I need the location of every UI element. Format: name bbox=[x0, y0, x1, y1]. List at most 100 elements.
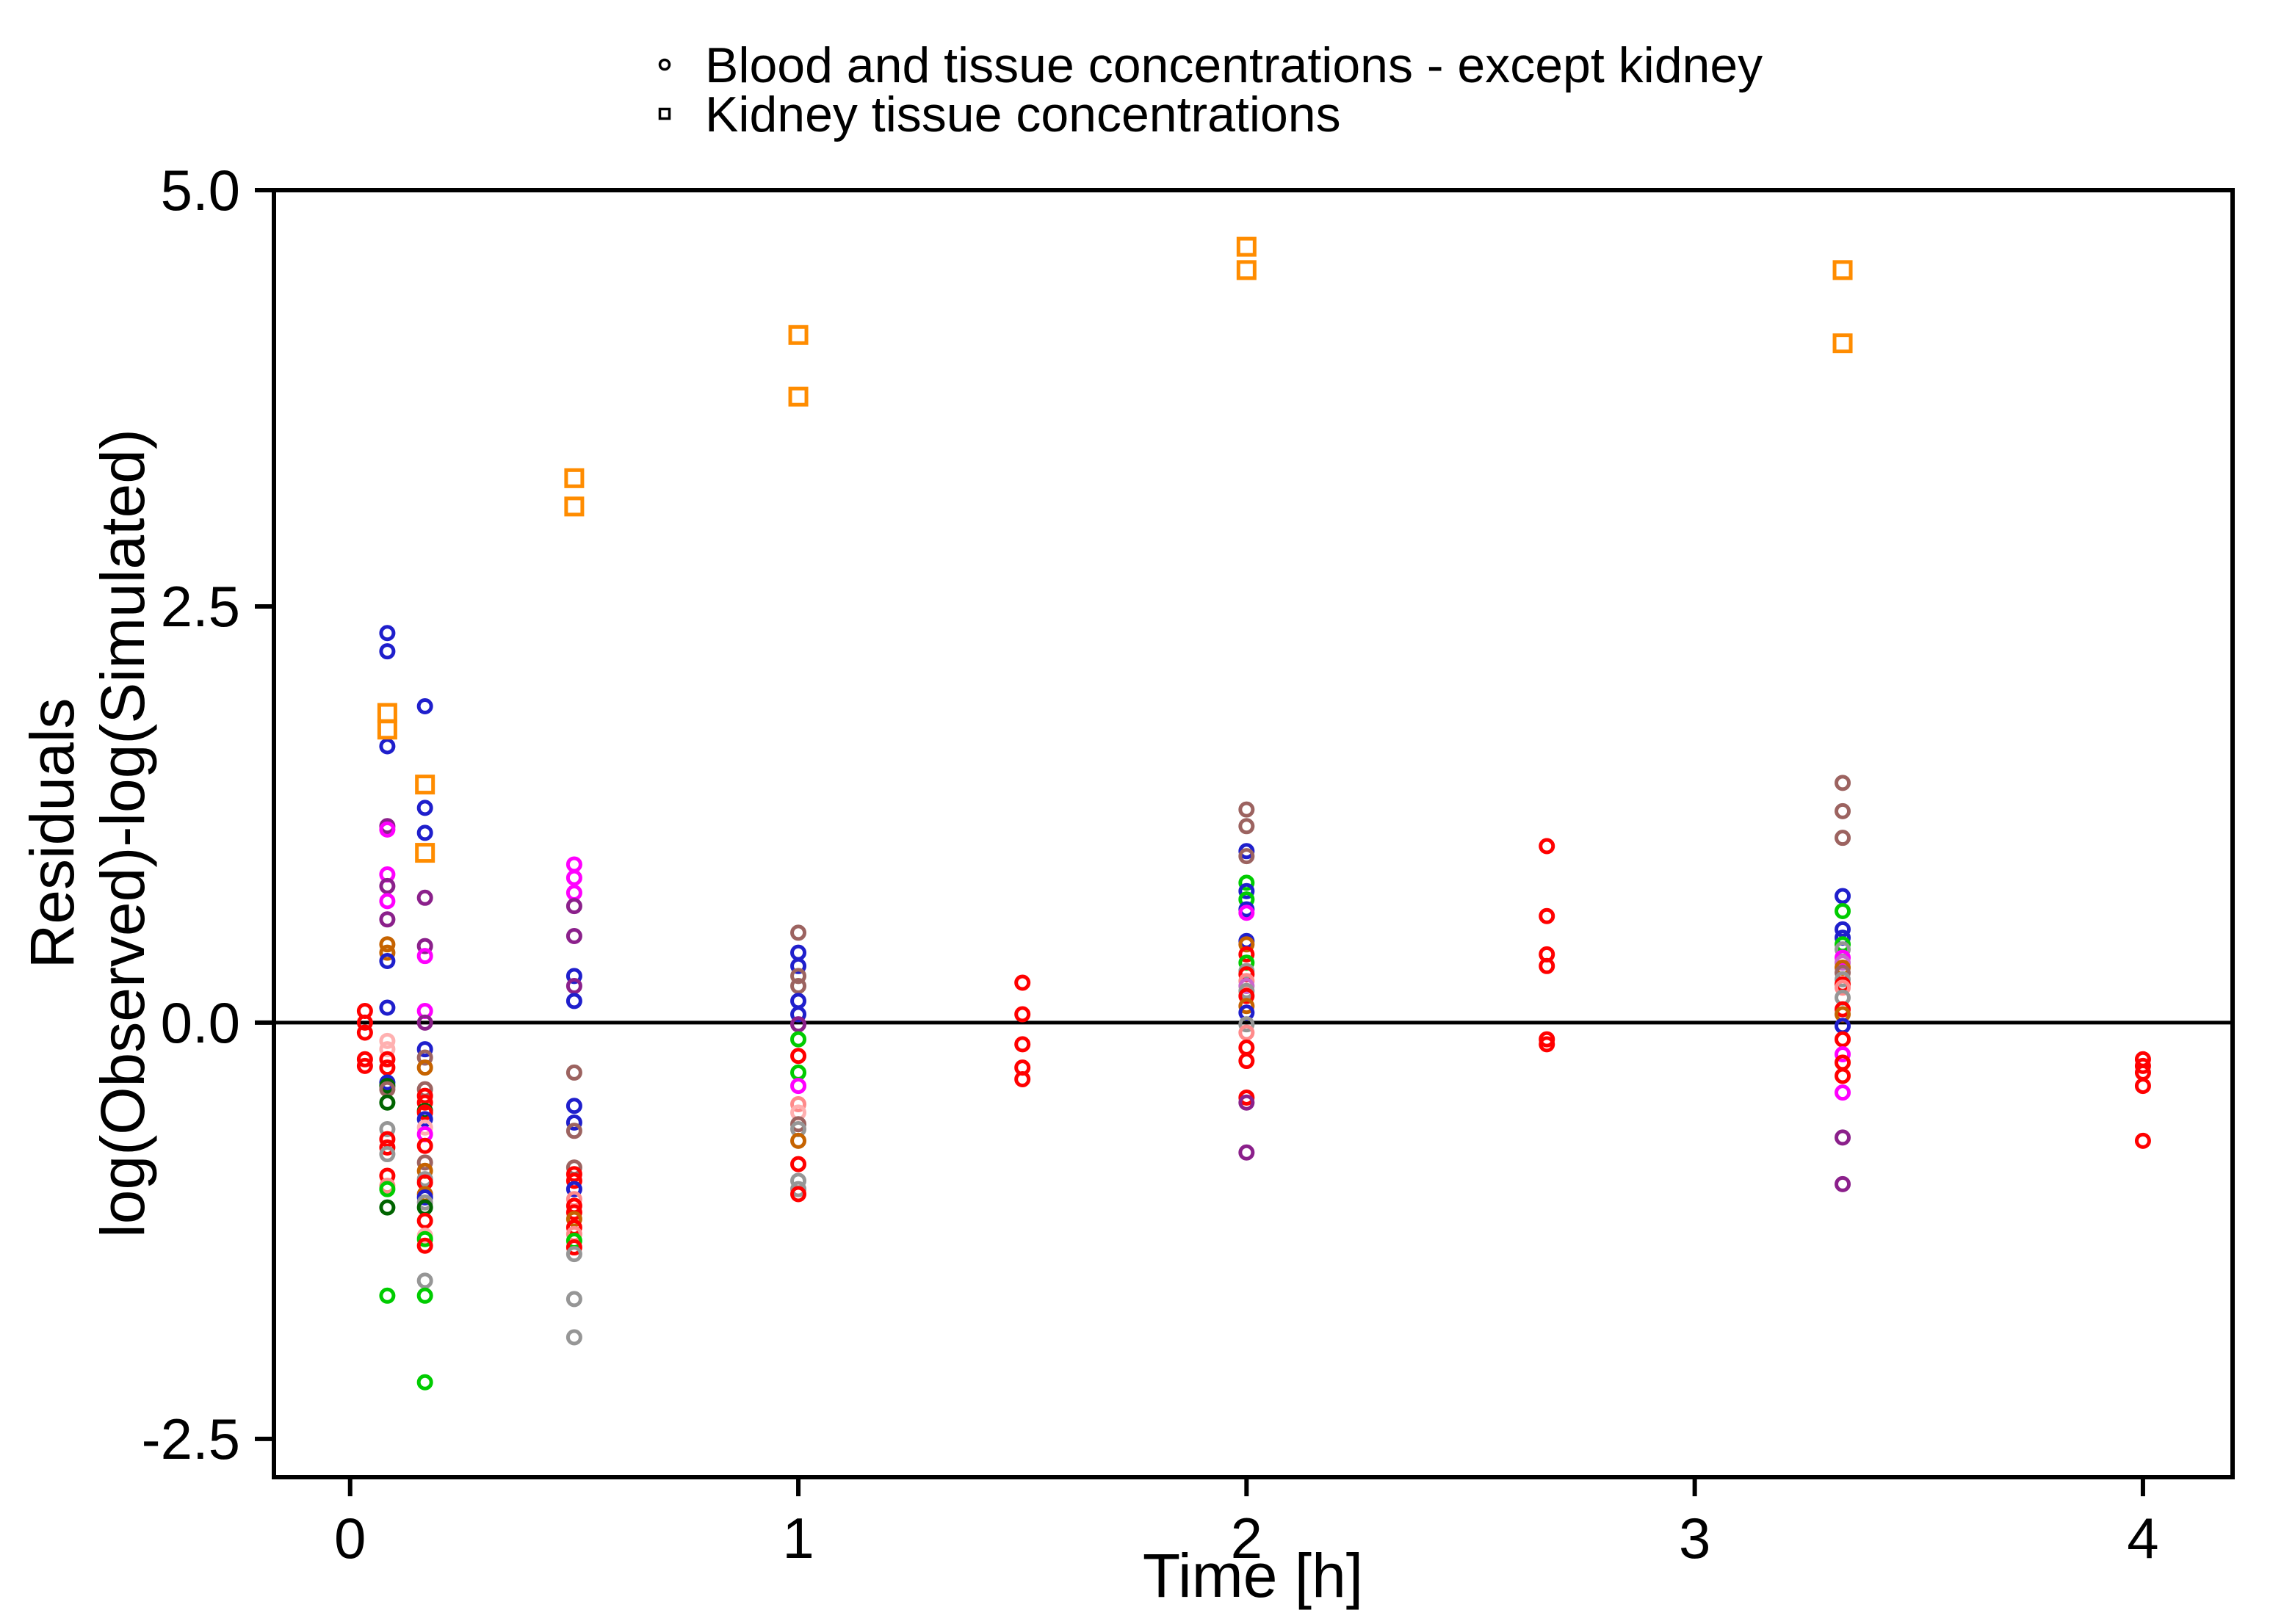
data-point-square bbox=[1832, 260, 1853, 280]
data-point-circle bbox=[1835, 1054, 1851, 1071]
plot-frame bbox=[272, 188, 2235, 1479]
x-axis-title: Time [h] bbox=[1143, 1541, 1363, 1610]
data-point-circle bbox=[565, 898, 582, 915]
data-point-circle bbox=[379, 1059, 396, 1076]
data-point-circle bbox=[790, 1096, 807, 1113]
data-point-circle bbox=[1238, 1094, 1255, 1111]
data-point-circle bbox=[1835, 979, 1851, 996]
data-point-circle bbox=[416, 1111, 433, 1128]
data-point-circle bbox=[1835, 921, 1851, 938]
data-point-circle bbox=[379, 1199, 396, 1216]
data-point-circle bbox=[1238, 987, 1255, 1004]
x-tick-label: 0 bbox=[334, 1506, 366, 1570]
data-point-circle bbox=[790, 944, 807, 961]
data-point-circle bbox=[379, 944, 396, 961]
data-point-circle bbox=[416, 698, 433, 715]
data-point-circle bbox=[1835, 830, 1851, 847]
data-point-circle bbox=[379, 1121, 396, 1138]
data-point-circle bbox=[416, 1287, 433, 1304]
data-point-circle bbox=[1238, 874, 1255, 891]
data-point-circle bbox=[790, 1064, 807, 1081]
data-point-circle bbox=[1835, 1175, 1851, 1192]
data-point-circle bbox=[416, 1049, 433, 1066]
data-point-circle bbox=[416, 1087, 433, 1104]
data-point-circle bbox=[416, 948, 433, 965]
data-point-circle bbox=[790, 978, 807, 995]
data-point-circle bbox=[1539, 1036, 1555, 1053]
data-point-circle bbox=[1835, 775, 1851, 791]
legend-label-blood-tissue: Blood and tissue concentrations - except… bbox=[705, 37, 1763, 93]
data-point-circle bbox=[565, 1239, 582, 1256]
data-point-circle bbox=[1014, 1070, 1031, 1087]
data-point-circle bbox=[416, 1094, 433, 1111]
data-point-circle bbox=[1238, 1039, 1255, 1056]
data-point-circle bbox=[416, 1059, 433, 1076]
data-point-circle bbox=[379, 625, 396, 642]
data-point-circle bbox=[565, 856, 582, 873]
data-point-square bbox=[564, 496, 585, 517]
data-point-circle bbox=[1835, 902, 1851, 919]
data-point-circle bbox=[379, 893, 396, 910]
data-point-circle bbox=[1835, 888, 1851, 905]
data-point-square bbox=[1236, 236, 1257, 257]
data-point-circle bbox=[379, 1287, 396, 1304]
x-tick-label: 4 bbox=[2127, 1506, 2158, 1570]
data-point-circle bbox=[416, 1104, 433, 1121]
data-point-circle bbox=[790, 957, 807, 974]
data-point-circle bbox=[416, 1154, 433, 1171]
data-point-circle bbox=[2134, 1078, 2151, 1095]
data-point-square bbox=[564, 468, 585, 488]
data-point-circle bbox=[2134, 1132, 2151, 1149]
data-point-circle bbox=[1238, 848, 1255, 865]
data-point-circle bbox=[379, 738, 396, 755]
data-point-circle bbox=[379, 1051, 396, 1067]
data-point-circle bbox=[379, 877, 396, 894]
data-point-circle bbox=[565, 1246, 582, 1263]
data-point-circle bbox=[1539, 907, 1555, 924]
data-point-circle bbox=[1835, 1031, 1851, 1048]
y-axis-title-line1: Residuals bbox=[18, 698, 87, 969]
data-point-square bbox=[1832, 333, 1853, 354]
y-tick-label: 0.0 bbox=[161, 990, 240, 1055]
data-point-square bbox=[788, 386, 809, 407]
data-point-circle bbox=[1238, 936, 1255, 953]
legend: Blood and tissue concentrations - except… bbox=[658, 37, 1763, 142]
data-point-circle bbox=[1238, 801, 1255, 818]
data-point-circle bbox=[1014, 1006, 1031, 1023]
legend-square-marker-icon bbox=[658, 107, 671, 120]
data-point-circle bbox=[356, 1051, 373, 1067]
data-point-circle bbox=[379, 936, 396, 953]
data-point-circle bbox=[379, 821, 396, 838]
data-point-circle bbox=[1014, 1036, 1031, 1053]
x-tick-label: 1 bbox=[782, 1506, 814, 1570]
y-tick-label: 5.0 bbox=[161, 158, 240, 222]
data-point-circle bbox=[1238, 1024, 1255, 1041]
plot-area: 0 1 2 3 4 -2.5 0.0 2.5 5.0 bbox=[142, 158, 2235, 1570]
data-point-circle bbox=[379, 1041, 396, 1058]
data-point-circle bbox=[790, 1156, 807, 1172]
data-point-circle bbox=[416, 1374, 433, 1391]
data-point-circle bbox=[790, 1048, 807, 1065]
data-point-circle bbox=[790, 993, 807, 1009]
data-point-circle bbox=[379, 1181, 396, 1197]
data-point-circle bbox=[1539, 957, 1555, 974]
data-point-circle bbox=[416, 1237, 433, 1254]
data-point-circle bbox=[565, 968, 582, 985]
data-point-circle bbox=[416, 824, 433, 841]
data-point-circle bbox=[356, 1014, 373, 1031]
x-tick-label: 2 bbox=[1231, 1506, 1262, 1570]
data-point-circle bbox=[1014, 974, 1031, 991]
data-point-circle bbox=[416, 1137, 433, 1154]
data-point-circle bbox=[416, 1272, 433, 1289]
y-tick-label: -2.5 bbox=[142, 1407, 240, 1471]
data-point-circle bbox=[416, 1212, 433, 1229]
data-point-circle bbox=[565, 1211, 582, 1228]
data-point-circle bbox=[1238, 905, 1255, 921]
data-point-circle bbox=[379, 1032, 396, 1049]
data-point-circle bbox=[1238, 946, 1255, 963]
data-point-circle bbox=[1238, 1016, 1255, 1033]
data-point-circle bbox=[379, 1146, 396, 1163]
x-tick-label: 3 bbox=[1679, 1506, 1710, 1570]
